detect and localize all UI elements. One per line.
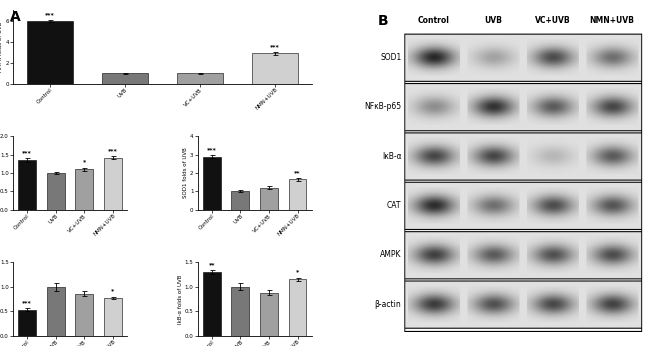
- Bar: [75, 169, 93, 210]
- Text: *: *: [83, 160, 86, 165]
- Bar: [104, 298, 122, 336]
- Text: A: A: [10, 10, 21, 24]
- Bar: [47, 287, 64, 336]
- Bar: [101, 73, 148, 84]
- Text: VC+UVB: VC+UVB: [535, 16, 571, 25]
- Bar: [18, 160, 36, 210]
- Bar: [47, 173, 64, 210]
- Bar: [203, 272, 220, 336]
- Text: Control: Control: [418, 16, 450, 25]
- Text: ***: ***: [108, 148, 118, 153]
- Bar: [203, 156, 220, 210]
- Bar: [104, 158, 122, 210]
- Bar: [18, 310, 36, 336]
- Y-axis label: IkB-α folds of UVB: IkB-α folds of UVB: [177, 274, 183, 324]
- Text: ***: ***: [45, 12, 55, 17]
- Bar: [252, 53, 298, 84]
- Text: CAT: CAT: [387, 201, 402, 210]
- Text: *: *: [111, 289, 114, 294]
- Bar: [231, 191, 249, 210]
- Text: ***: ***: [270, 44, 280, 49]
- Bar: [177, 73, 223, 84]
- Text: NFκB-p65: NFκB-p65: [364, 102, 402, 111]
- Bar: [289, 280, 306, 336]
- Text: ***: ***: [22, 300, 32, 305]
- Y-axis label: AMPK folds of UVB: AMPK folds of UVB: [0, 22, 3, 72]
- Text: **: **: [209, 262, 215, 267]
- Bar: [231, 287, 249, 336]
- Text: NMN+UVB: NMN+UVB: [590, 16, 634, 25]
- Text: SOD1: SOD1: [380, 53, 402, 62]
- Bar: [27, 21, 73, 84]
- Text: β-actin: β-actin: [374, 300, 402, 309]
- Text: B: B: [378, 13, 389, 28]
- Text: *: *: [296, 270, 299, 275]
- Bar: [75, 294, 93, 336]
- Bar: [260, 293, 278, 336]
- Bar: [289, 180, 306, 210]
- Y-axis label: SOD1 folds of UVB: SOD1 folds of UVB: [183, 148, 188, 198]
- Bar: [260, 188, 278, 210]
- Text: **: **: [294, 170, 301, 175]
- Text: ***: ***: [207, 147, 216, 152]
- Text: UVB: UVB: [484, 16, 502, 25]
- Text: ***: ***: [22, 150, 32, 155]
- Text: AMPK: AMPK: [380, 251, 402, 260]
- Text: IκB-α: IκB-α: [382, 152, 402, 161]
